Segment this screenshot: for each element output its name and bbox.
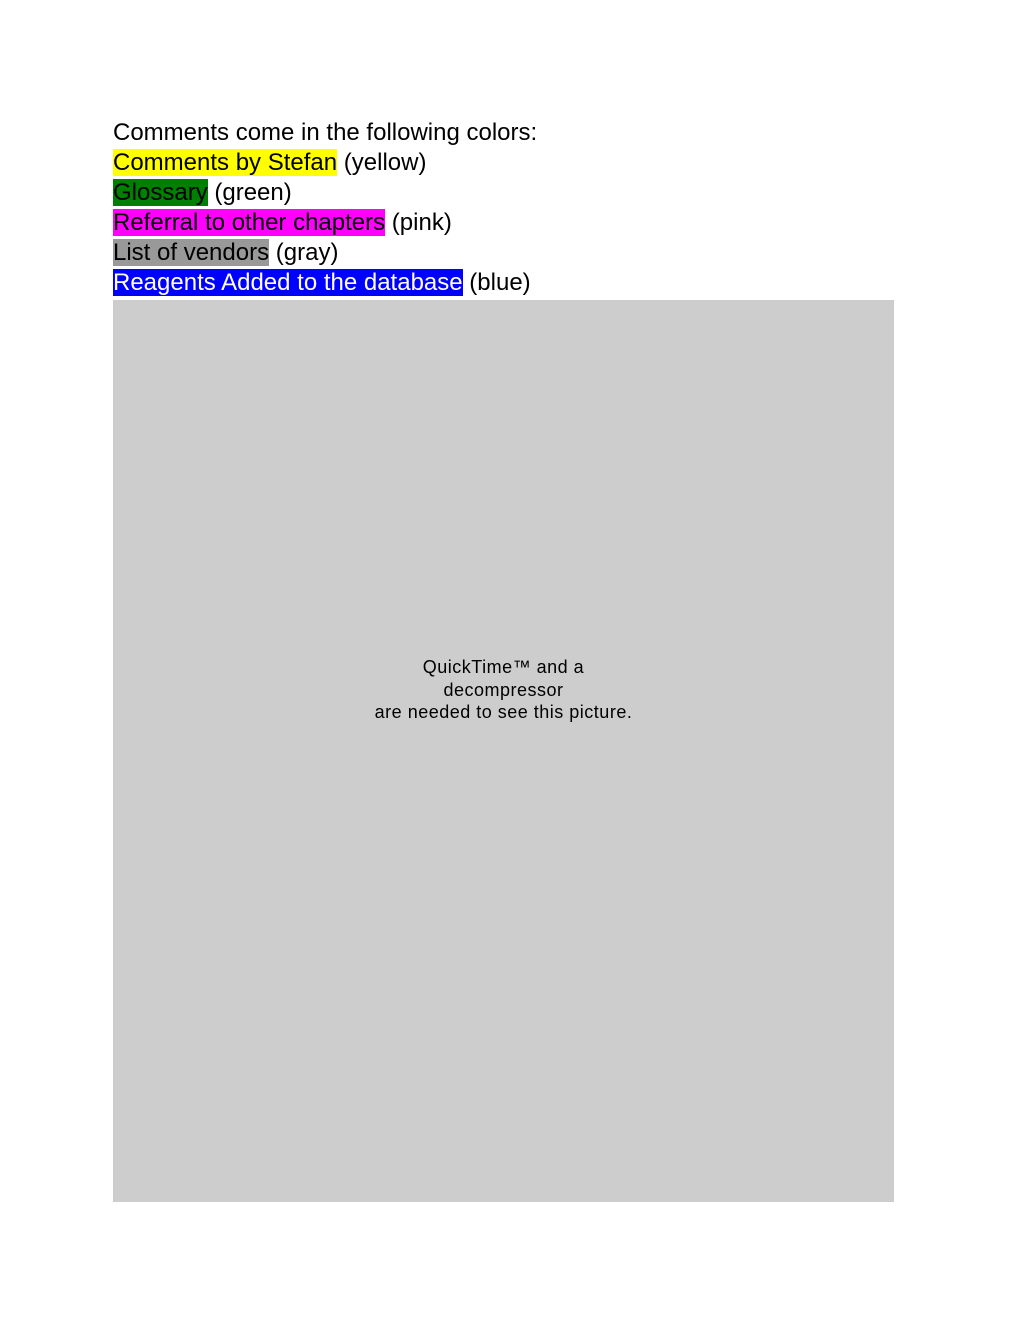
color-item-green: Glossary (green) <box>113 178 907 208</box>
document-content: Comments come in the following colors: C… <box>113 118 907 298</box>
suffix-pink: (pink) <box>385 209 452 236</box>
color-item-gray: List of vendors (gray) <box>113 238 907 268</box>
placeholder-line2: decompressor <box>443 680 563 700</box>
highlight-green: Glossary <box>113 179 208 206</box>
suffix-yellow: (yellow) <box>337 149 426 176</box>
highlight-yellow: Comments by Stefan <box>113 149 337 176</box>
quicktime-placeholder-box: QuickTime™ and a decompressor are needed… <box>113 300 894 1202</box>
highlight-blue: Reagents Added to the database <box>113 269 463 296</box>
highlight-gray: List of vendors <box>113 239 269 266</box>
color-item-yellow: Comments by Stefan (yellow) <box>113 148 907 178</box>
suffix-gray: (gray) <box>269 239 338 266</box>
quicktime-placeholder-text: QuickTime™ and a decompressor are needed… <box>113 656 894 724</box>
suffix-blue: (blue) <box>463 269 531 296</box>
highlight-pink: Referral to other chapters <box>113 209 385 236</box>
placeholder-line1: QuickTime™ and a <box>423 657 584 677</box>
suffix-green: (green) <box>208 179 292 206</box>
intro-line: Comments come in the following colors: <box>113 118 907 148</box>
color-item-blue: Reagents Added to the database (blue) <box>113 268 907 298</box>
color-item-pink: Referral to other chapters (pink) <box>113 208 907 238</box>
placeholder-line3: are needed to see this picture. <box>375 702 633 722</box>
